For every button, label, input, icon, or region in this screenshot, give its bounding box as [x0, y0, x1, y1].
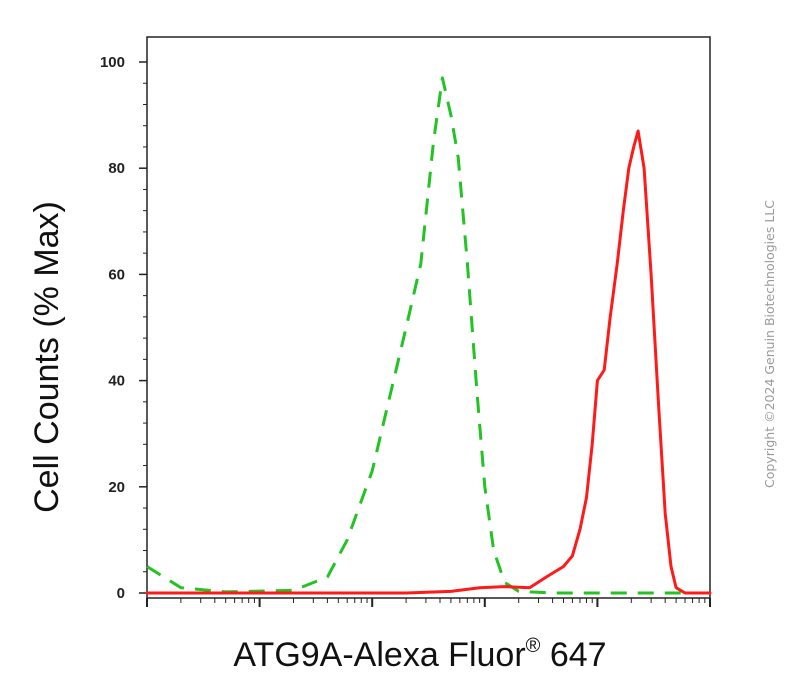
series-layer	[145, 76, 712, 595]
y-axis: 0 20 40 60 80 100	[100, 54, 147, 602]
y-tick-label: 0	[117, 585, 125, 602]
x-axis-title-sup: ®	[526, 635, 541, 657]
y-tick-label: 40	[108, 373, 125, 390]
series-line-1	[146, 76, 710, 595]
x-axis	[146, 598, 711, 607]
series-line-2	[145, 129, 712, 595]
y-tick-label: 80	[108, 160, 125, 177]
x-axis-title: ATG9A-Alexa Fluor® 647	[233, 635, 606, 674]
copyright-text: Copyright ©2024 Genuin Biotechnologies L…	[762, 200, 777, 488]
y-tick-label: 20	[108, 479, 125, 496]
y-tick-label: 60	[108, 266, 125, 283]
x-axis-title-main: ATG9A-Alexa Fluor	[233, 636, 525, 674]
y-axis-title: Cell Counts (% Max)	[28, 201, 66, 513]
x-axis-title-tail: 647	[540, 636, 606, 674]
y-tick-label: 100	[100, 54, 125, 71]
plot-frame	[146, 36, 711, 599]
